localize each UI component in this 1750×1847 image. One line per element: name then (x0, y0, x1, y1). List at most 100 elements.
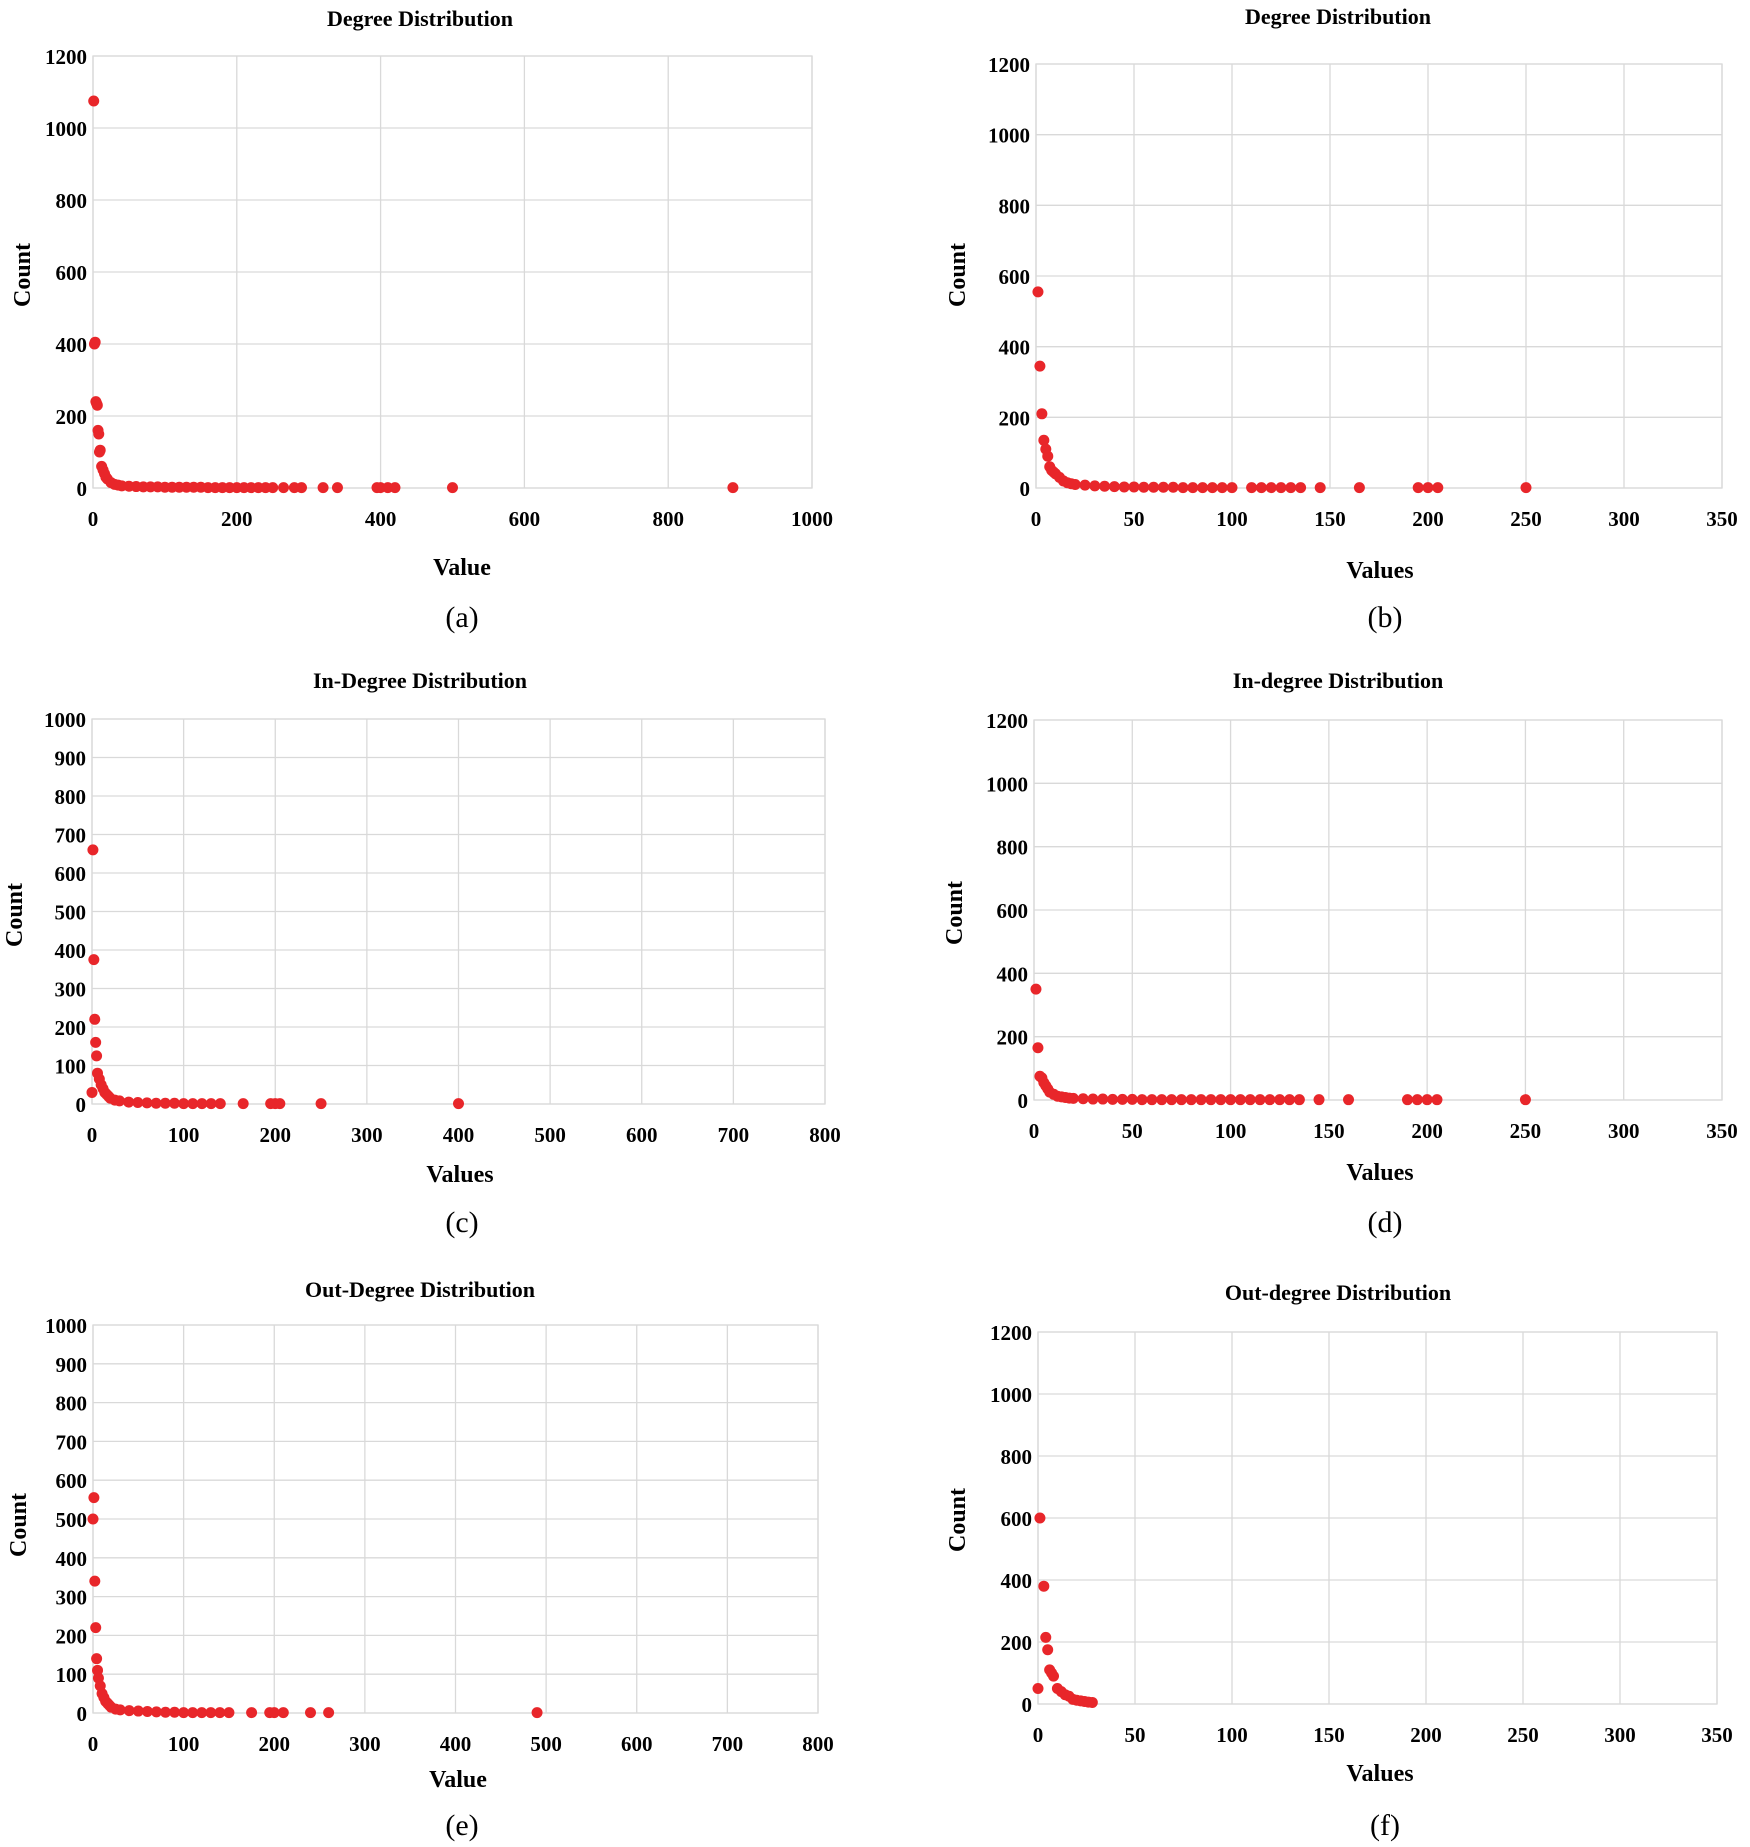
panel-c-xtick: 0 (87, 1123, 98, 1147)
data-point (1099, 480, 1111, 492)
data-point (1520, 482, 1532, 494)
panel-c-ylabel: Count (2, 883, 28, 947)
panel-e-ytick: 300 (56, 1586, 88, 1610)
panel-c-grid (91, 718, 826, 1105)
data-point (1167, 481, 1179, 493)
panel-c-points (86, 844, 464, 1110)
data-point (246, 1707, 258, 1719)
data-point (114, 1704, 126, 1716)
panel-f-ytick: 1200 (990, 1321, 1032, 1345)
data-point (88, 954, 100, 966)
panel-e-ytick: 700 (56, 1430, 88, 1454)
panel-a-xtick: 800 (652, 507, 684, 531)
panel-e-title: Out-Degree Distribution (305, 1277, 535, 1302)
panel-c-ytick: 800 (55, 785, 87, 809)
panel-e-ytick: 400 (56, 1547, 88, 1571)
data-point (141, 1705, 153, 1717)
panel-a: Degree Distribution 0 200 400 600 800 10… (10, 6, 833, 634)
panel-d-xlabel: Values (1346, 1160, 1413, 1186)
panel-b-ytick: 600 (999, 265, 1031, 289)
data-point (90, 1622, 102, 1634)
panel-c-ytick: 700 (55, 824, 87, 848)
data-point (1412, 482, 1424, 494)
panel-c-ytick: 0 (76, 1093, 87, 1117)
data-point (296, 482, 308, 494)
panel-e-ytick: 600 (56, 1469, 88, 1493)
data-point (1519, 1094, 1531, 1106)
data-point (87, 1513, 99, 1525)
data-point (150, 1097, 162, 1109)
data-point (1042, 1644, 1054, 1656)
data-point (1087, 1093, 1099, 1105)
panel-e-ytick: 900 (56, 1353, 88, 1377)
panel-f-xtick: 300 (1604, 1723, 1636, 1747)
panel-b-xtick: 0 (1031, 507, 1042, 531)
data-point (1097, 1093, 1109, 1105)
panel-b-ytick: 200 (999, 406, 1031, 430)
data-point (91, 1653, 103, 1665)
data-point (91, 1050, 103, 1062)
data-point (123, 1096, 135, 1108)
data-point (1284, 1094, 1296, 1106)
panel-b-ytick: 1200 (988, 53, 1030, 77)
data-point (1107, 1093, 1119, 1105)
panel-a-ytick: 200 (56, 405, 88, 429)
data-point (1197, 482, 1209, 494)
panel-e-ytick: 0 (77, 1702, 88, 1726)
data-point (1034, 360, 1046, 372)
data-point (1314, 482, 1326, 494)
data-point (1175, 1094, 1187, 1106)
data-point (1432, 482, 1444, 494)
data-point (1206, 482, 1218, 494)
panel-f-xlabel: Values (1346, 1761, 1413, 1787)
data-point (132, 1705, 144, 1717)
panel-c-ytick: 1000 (44, 708, 86, 732)
panel-f-xtick: 350 (1701, 1723, 1733, 1747)
panel-b-xtick: 250 (1510, 507, 1542, 531)
panel-a-xtick: 400 (365, 507, 397, 531)
panel-c-xtick: 500 (534, 1123, 566, 1147)
data-point (94, 444, 106, 456)
data-point (1246, 482, 1258, 494)
panel-f-xtick: 100 (1216, 1723, 1248, 1747)
panel-f: Out-degree Distribution 0 50 100 150 200… (945, 1280, 1733, 1842)
data-point (1225, 1094, 1237, 1106)
panel-f-grid (1037, 1331, 1718, 1705)
panel-d-ytick: 0 (1018, 1089, 1029, 1113)
panel-e-ytick: 800 (56, 1392, 88, 1416)
data-point (1086, 1696, 1098, 1708)
data-point (1205, 1094, 1217, 1106)
data-point (223, 1707, 235, 1719)
data-point (160, 1706, 171, 1718)
data-point (1265, 482, 1277, 494)
panel-a-xtick: 200 (221, 507, 253, 531)
panel-b-points (1032, 286, 1532, 494)
data-point (267, 482, 279, 494)
data-point (187, 1707, 199, 1719)
data-point (1254, 1094, 1266, 1106)
panel-c-title: In-Degree Distribution (313, 668, 527, 693)
data-point (1195, 1094, 1207, 1106)
data-point (453, 1098, 464, 1110)
panel-c-ytick: 500 (55, 901, 87, 925)
panel-a-grid (92, 55, 813, 489)
panel-b-ytick: 400 (999, 336, 1031, 360)
panel-e-xtick: 700 (712, 1732, 744, 1756)
data-point (1293, 1094, 1305, 1106)
panel-d-ytick: 600 (997, 899, 1029, 923)
data-point (205, 1098, 217, 1110)
data-point (323, 1707, 335, 1719)
data-point (159, 1097, 171, 1109)
data-point (1264, 1094, 1276, 1106)
panel-f-ytick: 400 (1001, 1569, 1033, 1593)
panel-d-ytick: 800 (997, 836, 1029, 860)
data-point (1187, 482, 1199, 494)
panel-d: In-degree Distribution 0 50 100 150 200 … (942, 668, 1738, 1239)
data-point (531, 1707, 543, 1719)
data-point (331, 482, 343, 494)
data-point (1116, 1093, 1128, 1105)
panel-e-ytick: 100 (56, 1663, 88, 1687)
panel-e: Out-Degree Distribution 0 100 200 300 40… (6, 1277, 834, 1842)
panel-c-xtick: 800 (809, 1123, 841, 1147)
data-point (1177, 482, 1189, 494)
